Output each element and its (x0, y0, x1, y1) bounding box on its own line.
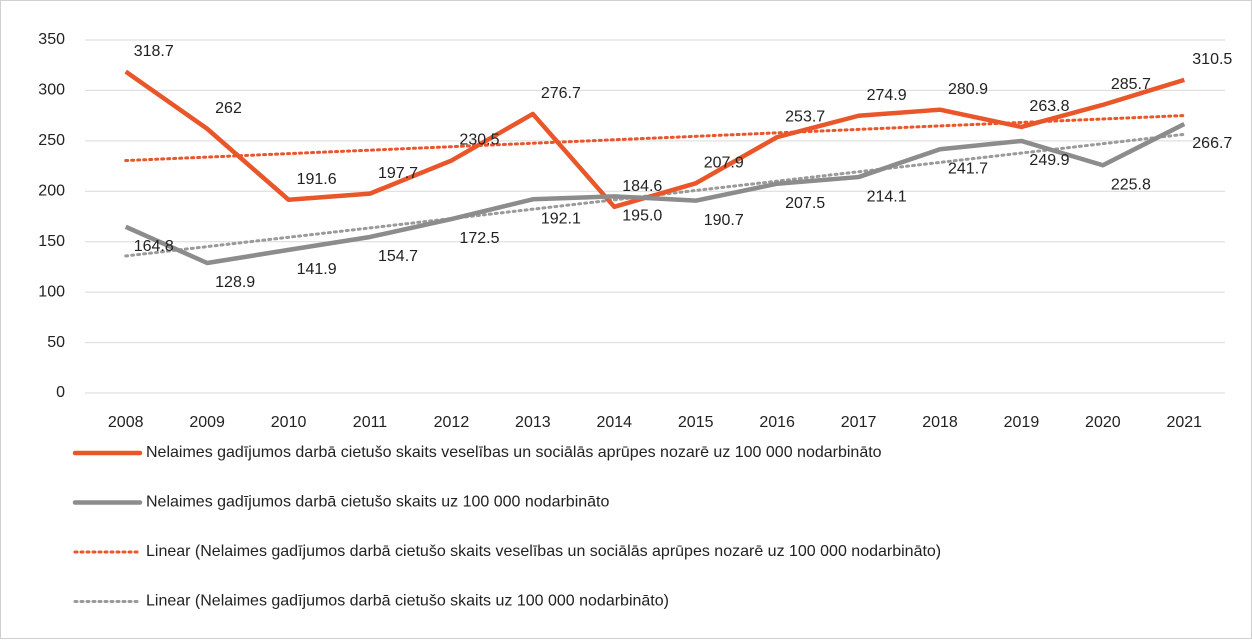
data-label: 276.7 (541, 85, 581, 102)
x-tick-label: 2013 (515, 414, 551, 431)
x-tick-label: 2021 (1166, 414, 1202, 431)
x-tick-label: 2016 (759, 414, 795, 431)
data-label: 197.7 (378, 165, 418, 182)
legend-label: Nelaimes gadījumos darbā cietušo skaits … (146, 494, 609, 511)
data-label: 241.7 (948, 160, 988, 177)
data-label: 195.0 (622, 208, 662, 225)
y-tick-label: 200 (38, 183, 65, 200)
data-label: 249.9 (1029, 152, 1069, 169)
data-label: 191.6 (297, 171, 337, 188)
y-tick-label: 250 (38, 132, 65, 149)
data-label: 128.9 (215, 274, 255, 291)
data-label: 154.7 (378, 248, 418, 265)
data-label: 285.7 (1111, 76, 1151, 93)
data-label: 141.9 (297, 261, 337, 278)
x-tick-label: 2015 (678, 414, 714, 431)
data-label: 225.8 (1111, 176, 1151, 193)
data-label: 207.5 (785, 195, 825, 212)
data-label: 164.8 (134, 238, 174, 255)
x-tick-label: 2010 (271, 414, 307, 431)
y-tick-label: 350 (38, 31, 65, 48)
data-label: 262 (215, 100, 242, 117)
data-label: 192.1 (541, 210, 581, 227)
y-tick-label: 300 (38, 82, 65, 99)
data-label: 230.5 (459, 132, 499, 149)
x-tick-label: 2020 (1085, 414, 1121, 431)
x-tick-label: 2017 (841, 414, 877, 431)
data-label: 253.7 (785, 108, 825, 125)
data-label: 318.7 (134, 43, 174, 60)
series-line (124, 69, 1185, 210)
legend-label: Linear (Nelaimes gadījumos darbā cietušo… (146, 593, 669, 610)
data-label: 266.7 (1192, 135, 1232, 152)
x-tick-label: 2011 (353, 414, 388, 431)
x-tick-label: 2009 (189, 414, 225, 431)
series-line (124, 122, 1186, 266)
y-tick-label: 150 (38, 233, 65, 250)
legend-label: Nelaimes gadījumos darbā cietušo skaits … (146, 444, 882, 461)
data-label: 214.1 (867, 188, 907, 205)
data-label: 190.7 (704, 212, 744, 229)
y-tick-label: 50 (47, 334, 65, 351)
data-label: 184.6 (622, 178, 662, 195)
x-tick-label: 2019 (1004, 414, 1040, 431)
y-tick-label: 0 (56, 384, 65, 401)
data-label: 310.5 (1192, 51, 1232, 68)
x-tick-label: 2008 (108, 414, 144, 431)
x-tick-label: 2014 (596, 414, 632, 431)
x-tick-label: 2018 (922, 414, 958, 431)
legend-label: Linear (Nelaimes gadījumos darbā cietušo… (146, 543, 941, 560)
data-label: 207.9 (704, 155, 744, 172)
data-label: 274.9 (867, 87, 907, 104)
data-label: 263.8 (1029, 98, 1069, 115)
y-tick-label: 100 (38, 283, 65, 300)
data-label: 172.5 (459, 230, 499, 247)
x-tick-label: 2012 (434, 414, 470, 431)
data-label: 280.9 (948, 81, 988, 98)
